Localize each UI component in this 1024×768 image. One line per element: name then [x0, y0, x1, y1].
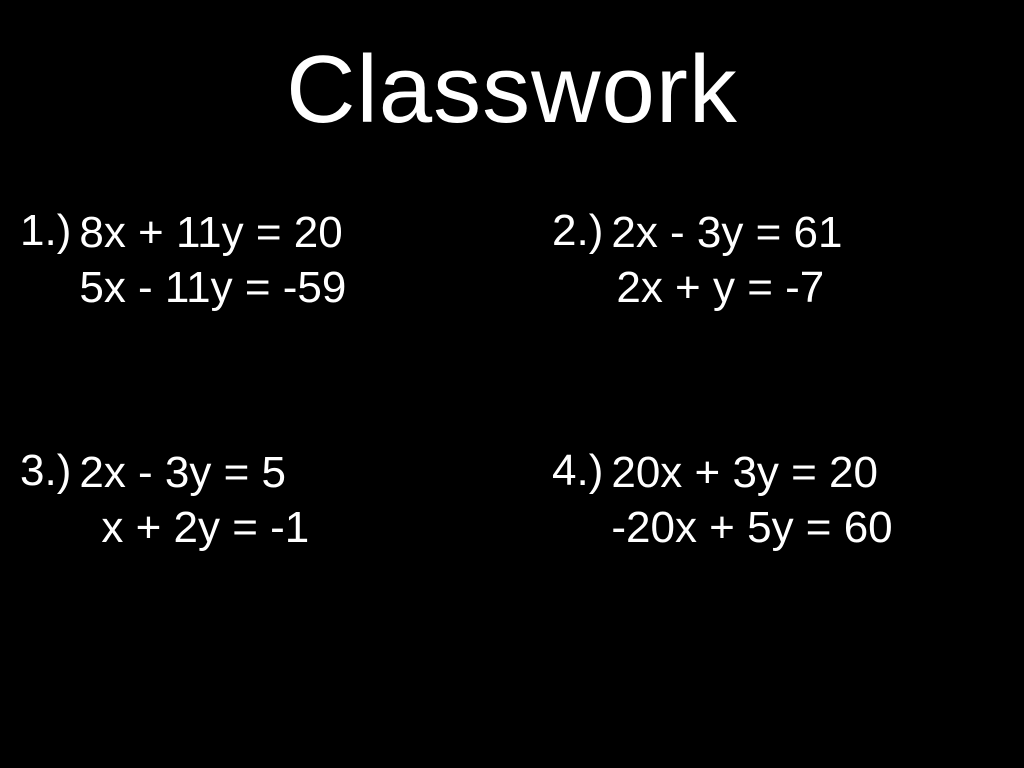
problem-4-equations: 20x + 3y = 20 -20x + 5y = 60: [611, 445, 892, 555]
problem-3-number: 3.): [20, 445, 71, 498]
problem-2-eq1: 2x - 3y = 61: [611, 205, 842, 260]
problem-1-number: 1.): [20, 205, 71, 258]
problem-1-equations: 8x + 11y = 20 5x - 11y = -59: [79, 205, 346, 315]
problem-4: 4.) 20x + 3y = 20 -20x + 5y = 60: [512, 445, 1004, 555]
page-title: Classwork: [0, 0, 1024, 145]
problem-4-eq2: -20x + 5y = 60: [611, 500, 892, 555]
problems-grid: 1.) 8x + 11y = 20 5x - 11y = -59 2.) 2x …: [0, 145, 1024, 575]
problem-2-equations: 2x - 3y = 61 2x + y = -7: [611, 205, 842, 315]
problem-1-eq2: 5x - 11y = -59: [79, 260, 346, 315]
problem-2-eq2: 2x + y = -7: [611, 260, 842, 315]
problem-2: 2.) 2x - 3y = 61 2x + y = -7: [512, 205, 1004, 315]
problem-3: 3.) 2x - 3y = 5 x + 2y = -1: [20, 445, 512, 555]
problem-4-eq1: 20x + 3y = 20: [611, 445, 892, 500]
problem-1: 1.) 8x + 11y = 20 5x - 11y = -59: [20, 205, 512, 315]
problem-3-equations: 2x - 3y = 5 x + 2y = -1: [79, 445, 309, 555]
problem-3-eq2: x + 2y = -1: [79, 500, 309, 555]
problem-4-number: 4.): [552, 445, 603, 498]
problem-2-number: 2.): [552, 205, 603, 258]
problem-3-eq1: 2x - 3y = 5: [79, 445, 309, 500]
problem-1-eq1: 8x + 11y = 20: [79, 205, 346, 260]
